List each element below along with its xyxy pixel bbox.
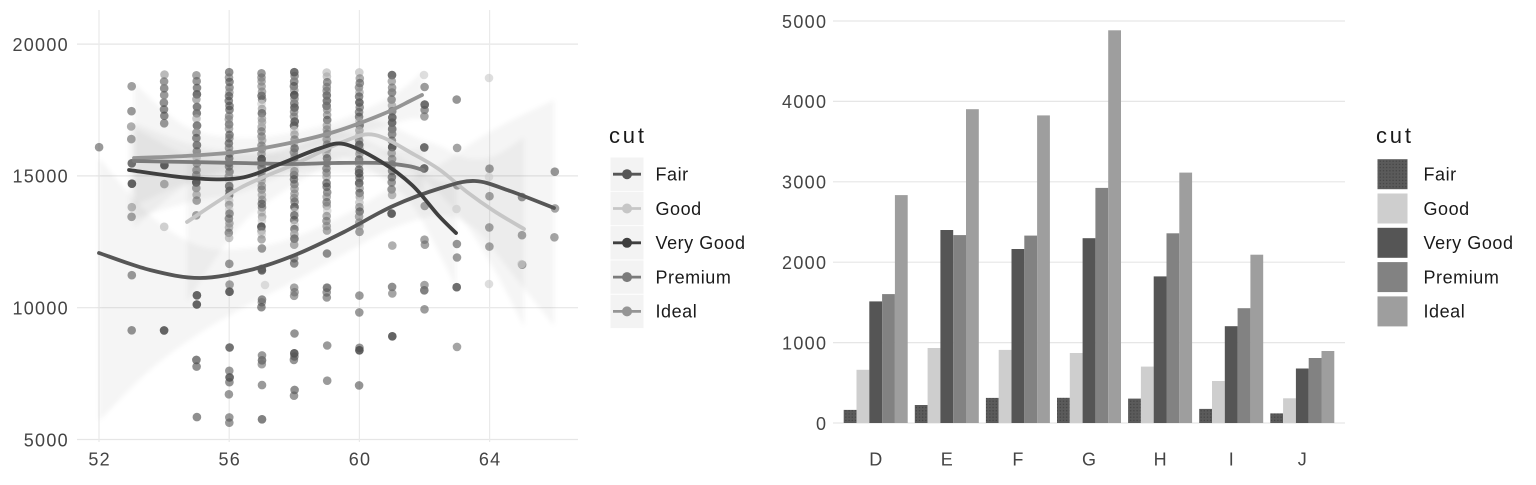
svg-text:52: 52 bbox=[88, 450, 111, 470]
svg-text:2000: 2000 bbox=[782, 253, 827, 273]
svg-text:D: D bbox=[869, 450, 882, 470]
svg-text:0: 0 bbox=[816, 414, 827, 434]
svg-text:Fair: Fair bbox=[1424, 165, 1457, 185]
svg-text:56: 56 bbox=[218, 450, 241, 470]
svg-text:4000: 4000 bbox=[782, 92, 827, 112]
svg-text:5000: 5000 bbox=[782, 12, 827, 32]
svg-text:cut: cut bbox=[1376, 123, 1414, 148]
svg-text:Very Good: Very Good bbox=[656, 233, 746, 253]
svg-text:3000: 3000 bbox=[782, 173, 827, 193]
svg-text:64: 64 bbox=[479, 450, 502, 470]
svg-text:Ideal: Ideal bbox=[1424, 302, 1466, 322]
svg-text:Very Good: Very Good bbox=[1424, 233, 1514, 253]
svg-text:Good: Good bbox=[1424, 199, 1470, 219]
svg-text:G: G bbox=[1082, 450, 1096, 470]
svg-text:Good: Good bbox=[656, 199, 702, 219]
svg-text:Premium: Premium bbox=[656, 267, 732, 287]
svg-text:Ideal: Ideal bbox=[656, 302, 698, 322]
svg-text:5000: 5000 bbox=[24, 430, 69, 450]
svg-text:I: I bbox=[1229, 450, 1234, 470]
svg-text:Fair: Fair bbox=[656, 165, 689, 185]
svg-text:60: 60 bbox=[349, 450, 372, 470]
svg-text:1000: 1000 bbox=[782, 333, 827, 353]
svg-text:Premium: Premium bbox=[1424, 267, 1500, 287]
svg-text:20000: 20000 bbox=[12, 35, 69, 55]
svg-text:E: E bbox=[941, 450, 953, 470]
svg-text:J: J bbox=[1298, 450, 1307, 470]
svg-text:H: H bbox=[1154, 450, 1167, 470]
svg-text:cut: cut bbox=[609, 123, 647, 148]
svg-text:F: F bbox=[1012, 450, 1023, 470]
svg-text:10000: 10000 bbox=[12, 299, 69, 319]
svg-text:15000: 15000 bbox=[12, 167, 69, 187]
